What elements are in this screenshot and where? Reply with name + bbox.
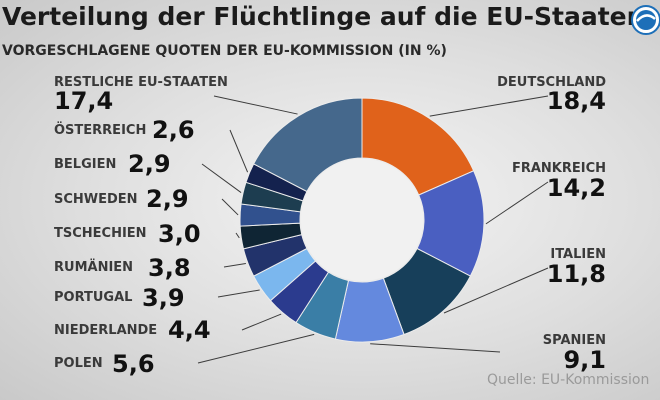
page-subtitle: VORGESCHLAGENE QUOTEN DER EU-KOMMISSION … [2, 43, 447, 59]
label-value-deutschland: 18,4 [547, 87, 606, 115]
leader-lines [197, 95, 549, 364]
label-value-schweden: 2,9 [146, 185, 189, 213]
slice-restliche-eu-staaten [252, 97, 363, 193]
label-value-frankreich: 14,2 [547, 174, 606, 202]
label-name-rumaenien: RUMÄNIEN [54, 259, 133, 275]
leader-line-portugal [217, 289, 260, 298]
label-name-spanien: SPANIEN [543, 333, 606, 348]
donut-hole [301, 159, 423, 281]
label-name-frankreich: FRANKREICH [512, 161, 606, 176]
label-name-portugal: PORTUGAL [54, 290, 132, 305]
label-name-restliche-eu-staaten: RESTLICHE EU-STAATEN [54, 75, 228, 90]
slice-deutschland [361, 97, 475, 196]
label-value-restliche-eu-staaten: 17,4 [54, 87, 113, 115]
label-name-schweden: SCHWEDEN [54, 192, 138, 207]
leader-line-oesterreich [229, 129, 249, 173]
label-name-oesterreich: ÖSTERREICH [54, 122, 146, 138]
leader-line-niederlande [241, 313, 282, 331]
source-note: Quelle: EU-Kommission [487, 372, 650, 388]
label-name-polen: POLEN [54, 356, 103, 371]
donut-slices [239, 97, 485, 343]
label-value-tschechien: 3,0 [158, 220, 201, 248]
leader-line-deutschland [429, 95, 549, 117]
leader-line-spanien [370, 343, 501, 353]
leader-line-schweden [221, 198, 239, 216]
label-value-belgien: 2,9 [128, 150, 171, 178]
label-value-oesterreich: 2,6 [152, 116, 195, 144]
leader-line-rumaenien [223, 262, 246, 268]
leader-line-belgien [201, 163, 242, 193]
label-name-belgien: BELGIEN [54, 157, 116, 172]
label-name-deutschland: DEUTSCHLAND [497, 75, 606, 90]
leader-line-italien [443, 267, 549, 314]
label-name-niederlande: NIEDERLANDE [54, 323, 157, 338]
leader-line-frankreich [485, 181, 549, 225]
label-name-tschechien: TSCHECHIEN [54, 226, 147, 241]
label-value-polen: 5,6 [112, 350, 155, 378]
leader-line-polen [197, 333, 315, 364]
label-value-niederlande: 4,4 [168, 316, 211, 344]
label-value-italien: 11,8 [547, 260, 606, 288]
label-name-italien: ITALIEN [550, 247, 606, 262]
page-title: Verteilung der Flüchtlinge auf die EU-St… [2, 2, 645, 31]
leader-line-tschechien [235, 232, 240, 239]
leader-line-restliche-eu-staaten [213, 95, 298, 115]
broadcaster-logo-icon [631, 5, 660, 35]
label-value-rumaenien: 3,8 [148, 254, 191, 282]
label-value-spanien: 9,1 [563, 346, 606, 374]
label-value-portugal: 3,9 [142, 284, 185, 312]
